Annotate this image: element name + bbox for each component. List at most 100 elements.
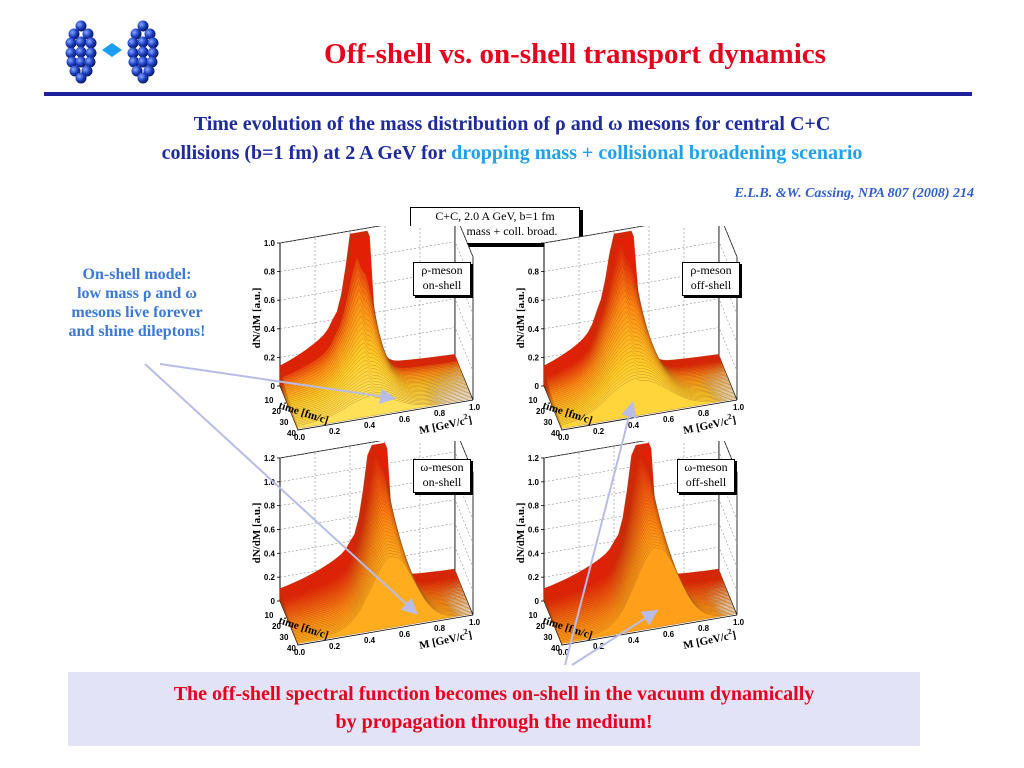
meson-type: ω-meson — [684, 460, 728, 474]
shell-type: on-shell — [422, 475, 462, 489]
z-axis-label: dN/dM [a.u.] — [515, 288, 527, 349]
mass-tick-label: 0.6 — [663, 415, 675, 424]
info-line-1: C+C, 2.0 A GeV, b=1 fm — [435, 209, 555, 223]
time-tick-label: 30 — [280, 418, 289, 427]
z-tick-label: 0.4 — [264, 549, 276, 558]
nucleon-sphere — [75, 36, 87, 48]
mass-tick-label: 0.6 — [399, 415, 411, 424]
mass-tick-label: 0.8 — [698, 409, 710, 418]
time-tick-label: 10 — [265, 611, 274, 620]
plot-rho-offshell: 0 0.2 0.4 0.6 0.8 10 20 30 40 0.0 0.2 0.4 0.6 0.8 1.0 d… — [512, 212, 772, 442]
nucleon-sphere — [82, 28, 94, 40]
z-tick-label: 0.8 — [264, 268, 276, 277]
time-tick-label: 10 — [529, 611, 538, 620]
z-tick-label: 0.2 — [528, 573, 540, 582]
plot-rho-onshell: 0 0.2 0.4 0.6 0.8 1.0 10 20 30 40 0.0 0.2 0.4 0.6 0.8 1… — [248, 212, 508, 442]
mass-tick-label: 0.4 — [364, 636, 376, 645]
z-tick-label: 0.2 — [264, 573, 276, 582]
shell-type: off-shell — [685, 475, 727, 489]
collision-info-box: C+C, 2.0 A GeV, b=1 fm dropp. mass + col… — [410, 207, 580, 244]
mass-tick-label: 0.8 — [434, 409, 446, 418]
nucleon-sphere — [85, 37, 97, 49]
mass-tick-label: 0.2 — [329, 642, 341, 651]
slide-title: Off-shell vs. on-shell transport dynamic… — [324, 38, 826, 70]
time-tick-label: 10 — [265, 396, 274, 405]
z-tick-label: 0.4 — [264, 325, 276, 334]
surface — [543, 442, 737, 644]
z-tick-label: 0.8 — [264, 502, 276, 511]
mass-tick-label: 0.8 — [698, 624, 710, 633]
z-tick-label: 0.6 — [264, 296, 276, 305]
mass-tick-label: 1.0 — [469, 618, 481, 627]
z-axis-label: dN/dM [a.u.] — [251, 288, 263, 349]
z-axis-label: dN/dM [a.u.] — [251, 503, 263, 564]
time-tick-label: 40 — [287, 644, 296, 653]
z-tick-label: 0.4 — [528, 325, 540, 334]
nucleon-sphere — [147, 37, 159, 49]
z-tick-label: 0.4 — [528, 549, 540, 558]
z-tick-label: 1.0 — [264, 478, 276, 487]
conclusion-line-1: The off-shell spectral function becomes … — [173, 683, 815, 705]
note-line-2: low mass ρ and ω — [77, 285, 197, 302]
meson-label-box: ω-meson off-shell — [677, 459, 735, 493]
meson-label-box: ρ-meson off-shell — [682, 262, 740, 296]
nucleon-sphere — [137, 46, 149, 58]
nucleon-sphere — [147, 47, 159, 59]
nucleon-sphere — [75, 20, 87, 32]
mass-tick-label: 0.0 — [558, 648, 570, 656]
time-tick-label: 10 — [529, 396, 538, 405]
subtitle-line-1: Time evolution of the mass distribution … — [193, 113, 831, 135]
nucleon-sphere — [85, 47, 97, 59]
nucleon-sphere — [130, 28, 142, 40]
mass-axis-label: M [GeV/c2] — [418, 411, 474, 437]
z-tick-label: 0.8 — [528, 502, 540, 511]
subtitle-prefix: collisions (b=1 fm) at 2 A GeV for — [161, 142, 452, 164]
shell-type: on-shell — [422, 278, 462, 292]
meson-label-box: ρ-meson on-shell — [413, 262, 471, 296]
z-tick-label: 0 — [535, 382, 540, 391]
note-line-4: and shine dileptons! — [68, 323, 206, 340]
mass-tick-label: 1.0 — [733, 618, 745, 627]
mass-tick-label: 0.0 — [558, 433, 570, 441]
time-tick-label: 30 — [544, 418, 553, 427]
nucleon-sphere — [146, 56, 158, 68]
time-tick-label: 40 — [551, 644, 560, 653]
z-tick-label: 0.2 — [528, 353, 540, 362]
meson-label-box: ω-meson on-shell — [413, 459, 471, 493]
subtitle-highlight: dropping mass + collisional broadening s… — [451, 142, 863, 164]
z-tick-label: 0.6 — [528, 296, 540, 305]
nucleon-sphere — [137, 20, 149, 32]
conclusion-line-2: by propagation through the medium! — [335, 711, 653, 733]
nucleon-sphere — [137, 56, 149, 68]
onshell-model-note: On-shell model: low mass ρ and ω mesons … — [44, 265, 230, 341]
mass-tick-label: 0.6 — [399, 630, 411, 639]
nucleon-sphere — [75, 46, 87, 58]
mass-axis-label: M [GeV/c2] — [682, 411, 738, 437]
citation: E.L.B. &W. Cassing, NPA 807 (2008) 214 — [734, 186, 974, 201]
mass-axis-label: M [GeV/c2] — [682, 626, 738, 652]
plot-omega-offshell: 0 0.2 0.4 0.6 0.8 1.0 1.2 10 20 30 40 0.0 0.2 0.4 0.6 0… — [512, 427, 772, 657]
mass-tick-label: 0.4 — [628, 636, 640, 645]
mass-tick-label: 0.4 — [364, 421, 376, 430]
nucleon-sphere — [137, 36, 149, 48]
z-axis-label: dN/dM [a.u.] — [515, 503, 527, 564]
note-line-1: On-shell model: — [82, 266, 192, 283]
mass-tick-label: 0.2 — [593, 642, 605, 651]
nucleon-sphere — [65, 47, 77, 59]
mass-tick-label: 0.8 — [434, 624, 446, 633]
meson-type: ρ-meson — [690, 263, 732, 277]
z-tick-label: 0.6 — [264, 526, 276, 535]
nucleon-sphere — [68, 28, 80, 40]
z-tick-label: 0.2 — [264, 353, 276, 362]
time-tick-label: 20 — [536, 407, 545, 416]
nucleon-sphere — [127, 37, 139, 49]
z-tick-label: 0.8 — [528, 268, 540, 277]
time-tick-label: 20 — [536, 622, 545, 631]
nucleon-sphere — [75, 72, 87, 84]
nucleon-sphere — [65, 37, 77, 49]
z-tick-label: 1.2 — [528, 454, 540, 463]
mass-tick-label: 1.0 — [733, 403, 745, 412]
z-tick-label: 1.2 — [264, 454, 276, 463]
z-tick-label: 0 — [271, 382, 276, 391]
nucleon-sphere — [127, 47, 139, 59]
